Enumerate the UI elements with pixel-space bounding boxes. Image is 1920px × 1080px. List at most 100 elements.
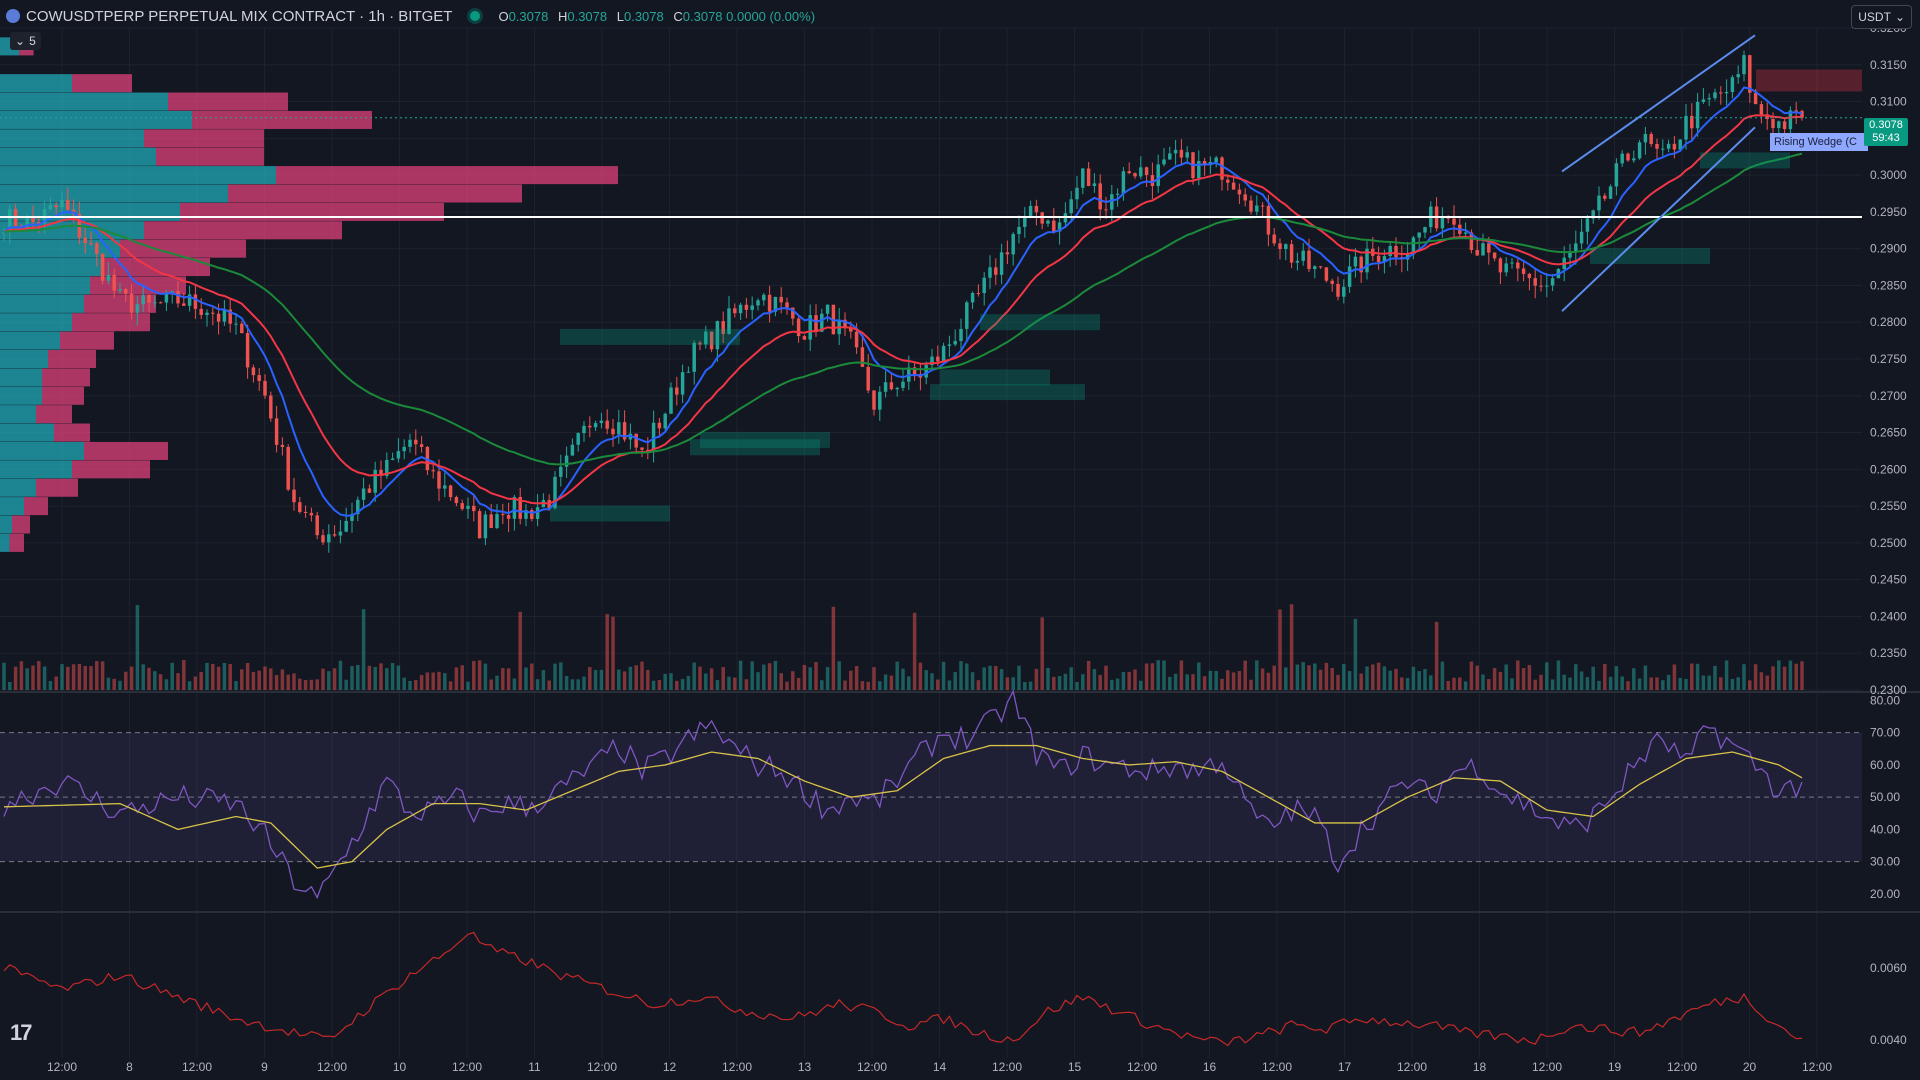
candle-body: [54, 205, 58, 208]
candle-body: [1591, 210, 1595, 219]
indicators-collapse-button[interactable]: ⌄ 5: [10, 32, 41, 50]
price-axis-tick-label: 0.2850: [1870, 278, 1907, 292]
volume-bar: [866, 681, 870, 690]
volume-bar: [1324, 662, 1329, 690]
candle-body: [698, 342, 702, 345]
volume-bar: [129, 666, 134, 690]
candle-body: [1342, 286, 1346, 297]
volume-bar: [1516, 660, 1520, 690]
volume-profile-up-bar: [0, 129, 144, 148]
volume-bar: [721, 667, 725, 690]
volume-bar: [1405, 678, 1410, 690]
drawing-overlays[interactable]: [0, 34, 1862, 522]
volume-bar: [1417, 671, 1421, 690]
currency-select[interactable]: USDT ⌄: [1851, 5, 1912, 29]
volume-bar: [970, 672, 975, 690]
volume-bar: [48, 681, 53, 690]
candle-body: [385, 459, 389, 476]
volume-bar: [611, 616, 615, 690]
candle-body: [1452, 218, 1456, 225]
volume-profile-up-bar: [0, 533, 10, 552]
volume-profile-up-bar: [0, 460, 72, 479]
tradingview-logo[interactable]: 17: [10, 1020, 33, 1045]
candle-body: [506, 515, 511, 519]
time-axis-tick-label: 8: [126, 1060, 133, 1074]
candle-body: [1481, 243, 1485, 256]
volume-bar: [680, 679, 685, 690]
volume-bar: [1713, 665, 1717, 690]
volume-profile-up-bar: [0, 258, 102, 277]
time-axis-tick-label: 12:00: [587, 1060, 617, 1074]
volume-bar: [1301, 662, 1305, 690]
volume-bar: [709, 668, 714, 690]
candle-body: [350, 514, 354, 521]
volume-bar: [901, 668, 905, 690]
candle-body: [1742, 55, 1746, 75]
candle-body: [164, 292, 169, 303]
candle-body: [988, 267, 992, 278]
volume-bar: [686, 675, 691, 690]
rising-wedge-label[interactable]: Rising Wedge (C: [1770, 133, 1868, 151]
candle-body: [1788, 110, 1793, 130]
bar-countdown: 59:43: [1872, 132, 1900, 144]
candle-body: [1376, 255, 1381, 263]
volume-bar: [31, 665, 35, 690]
candle-body: [617, 422, 621, 435]
volume-bar: [1742, 664, 1746, 690]
volume-bar: [1313, 663, 1317, 690]
volume-bar: [477, 660, 482, 690]
volume-profile-down-bar: [102, 258, 210, 277]
volume-bar: [211, 663, 215, 690]
candle-body: [849, 327, 853, 332]
time-axis-tick-label: 12:00: [992, 1060, 1022, 1074]
candle-body: [1672, 143, 1677, 150]
volume-bar: [1678, 677, 1682, 690]
volume-bar: [872, 667, 876, 690]
volume-bar: [570, 679, 575, 690]
candle-body: [298, 502, 302, 512]
volume-bar: [1011, 677, 1015, 690]
volume-bar: [1075, 681, 1079, 690]
candle-body: [1034, 205, 1039, 213]
volume-bar: [1266, 672, 1271, 690]
volume-profile-up-bar: [0, 497, 24, 516]
candle-body: [124, 289, 128, 294]
candle-body: [1104, 209, 1108, 211]
volume-profile-up-bar: [0, 92, 168, 111]
candle-body: [228, 309, 232, 324]
candle-body: [1753, 92, 1758, 105]
volume-bar: [1724, 660, 1729, 690]
volume-bar: [756, 672, 760, 690]
wedge-lower-line: [1561, 126, 1756, 312]
candle-body: [860, 347, 865, 367]
order-block-zone: [980, 314, 1100, 331]
volume-bar: [1458, 677, 1462, 690]
volume-bar: [1672, 664, 1677, 690]
candle-body: [936, 356, 940, 362]
volume-bar: [837, 661, 841, 690]
symbol-title[interactable]: COWUSDTPERP PERPETUAL MIX CONTRACT · 1h …: [26, 7, 453, 25]
volume-bar: [831, 606, 836, 690]
wedge-upper-line: [1561, 34, 1756, 173]
volume-bar: [1434, 621, 1439, 690]
candle-body: [1568, 251, 1572, 258]
volume-bar: [356, 664, 360, 690]
candle-body: [1643, 133, 1648, 143]
candle-body: [663, 413, 667, 429]
volatility-axis-tick-label: 0.0060: [1870, 961, 1907, 975]
candle-body: [657, 422, 662, 429]
chevron-down-icon: ⌄: [1894, 10, 1905, 24]
volume-bar: [1666, 674, 1671, 690]
candle-body: [1597, 195, 1601, 211]
rsi-ma-line: [3, 744, 1803, 869]
candle-body: [1394, 246, 1398, 258]
volume-bar: [1690, 663, 1694, 690]
candle-body: [669, 387, 673, 414]
volume-bar: [1371, 664, 1375, 690]
candle-body: [1231, 182, 1236, 190]
volume-bar: [640, 661, 644, 690]
candle-body: [1550, 278, 1555, 286]
volume-bar: [791, 671, 795, 690]
candle-body: [112, 274, 116, 291]
